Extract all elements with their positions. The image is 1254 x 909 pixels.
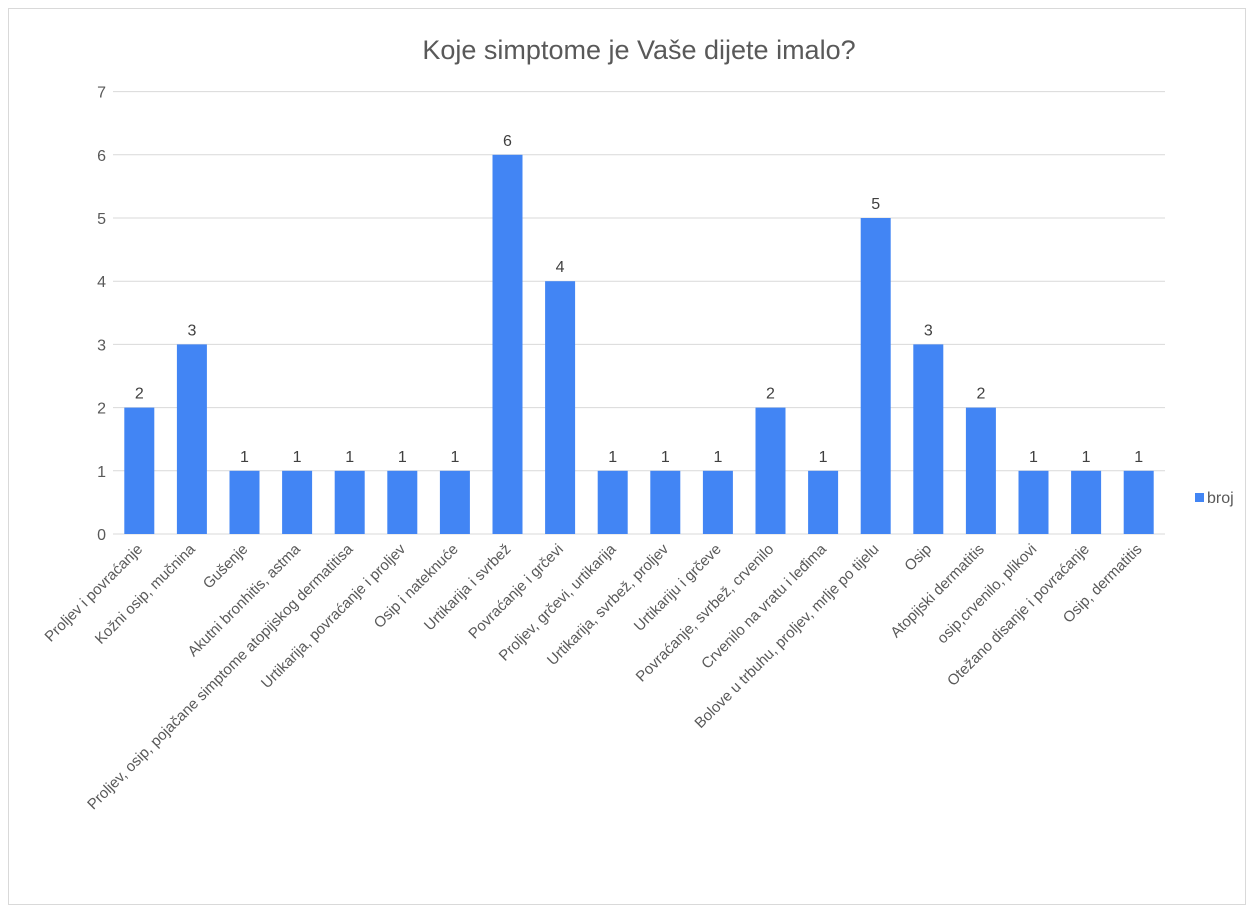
- chart-frame: Koje simptome je Vaše dijete imalo? 0 1 2 3…: [8, 8, 1246, 905]
- x-tick-label: Proljev i povraćanje: [42, 541, 147, 646]
- data-label: 1: [450, 449, 459, 466]
- bar-chart: Koje simptome je Vaše dijete imalo? 0 1 2 3…: [42, 35, 1234, 813]
- bar: [965, 407, 996, 534]
- x-tick-label: osip,crvenilo, plikovi: [934, 541, 1040, 647]
- bar: [282, 470, 313, 534]
- bar: [650, 470, 681, 534]
- data-label: 2: [135, 386, 144, 403]
- data-label: 3: [187, 322, 196, 339]
- bar: [755, 407, 786, 534]
- data-label: 1: [608, 449, 617, 466]
- bar: [808, 470, 839, 534]
- data-label: 2: [976, 386, 985, 403]
- data-label: 1: [1029, 449, 1038, 466]
- legend-swatch-broj: [1195, 493, 1204, 502]
- bar: [597, 470, 628, 534]
- data-label: 1: [398, 449, 407, 466]
- chart-title: Koje simptome je Vaše dijete imalo?: [422, 35, 855, 65]
- bar: [545, 281, 576, 534]
- data-label: 1: [1134, 449, 1143, 466]
- data-label: 1: [240, 449, 249, 466]
- bars: [124, 154, 1154, 535]
- data-label: 1: [713, 449, 722, 466]
- bar: [1123, 470, 1154, 534]
- bar: [1018, 470, 1049, 534]
- legend-label-broj: broj: [1207, 490, 1234, 507]
- data-label: 1: [1082, 449, 1091, 466]
- bar: [334, 470, 365, 534]
- data-label: 1: [293, 449, 302, 466]
- bar: [176, 344, 207, 534]
- x-tick-label: Gušenje: [200, 541, 252, 593]
- data-labels: 2 3 1 1 1 1 1 6 4 1 1 1 2 1 5 3 2 1 1 1: [135, 133, 1143, 466]
- bar: [229, 470, 260, 534]
- y-tick-label: 6: [97, 148, 106, 165]
- data-label: 1: [345, 449, 354, 466]
- data-label: 1: [819, 449, 828, 466]
- bar: [702, 470, 733, 534]
- data-label: 1: [661, 449, 670, 466]
- bar: [860, 218, 891, 534]
- x-tick-label: Bolove u trbuhu, proljev, mrlje po tijel…: [691, 541, 882, 732]
- data-label: 6: [503, 133, 512, 150]
- x-tick-label: Atopijski dermatitis: [887, 541, 987, 641]
- y-axis-ticks: 0 1 2 3 4 5 6 7: [97, 85, 106, 544]
- x-tick-label: Kožni osip, mučnina: [92, 540, 199, 647]
- legend: broj: [1195, 490, 1234, 507]
- data-label: 5: [871, 196, 880, 213]
- y-tick-label: 4: [97, 274, 106, 291]
- data-label: 4: [556, 259, 565, 276]
- y-tick-label: 2: [97, 401, 106, 418]
- bar: [492, 154, 523, 535]
- bar: [439, 470, 470, 534]
- y-tick-label: 5: [97, 211, 106, 228]
- bar: [124, 407, 155, 534]
- data-label: 2: [766, 386, 775, 403]
- y-tick-label: 1: [97, 464, 106, 481]
- x-tick-label: Osip: [901, 541, 935, 575]
- y-tick-label: 3: [97, 337, 106, 354]
- x-tick-label: Povraćanje i grčevi: [465, 541, 567, 643]
- gridlines: [113, 91, 1165, 535]
- data-label: 3: [924, 322, 933, 339]
- bar: [387, 470, 418, 534]
- bar: [1071, 470, 1102, 534]
- bar: [913, 344, 944, 534]
- y-tick-label: 0: [97, 527, 106, 544]
- y-tick-label: 7: [97, 85, 106, 102]
